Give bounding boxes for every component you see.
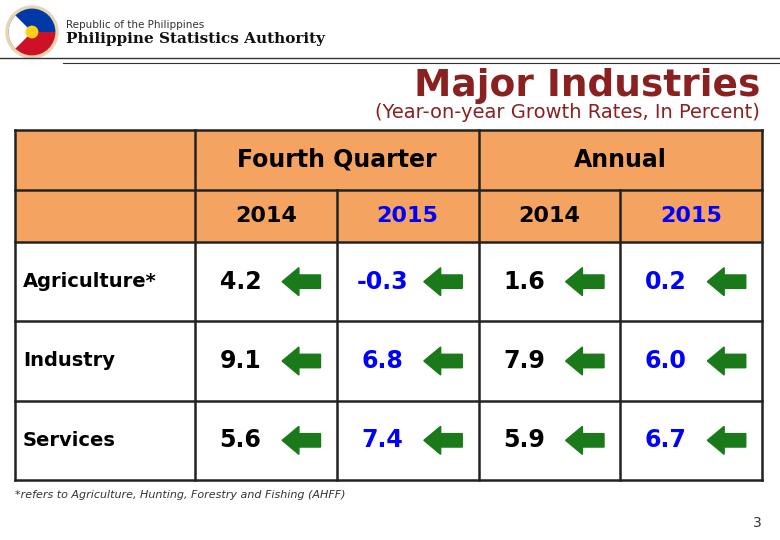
- Text: (Year-on-year Growth Rates, In Percent): (Year-on-year Growth Rates, In Percent): [375, 103, 760, 122]
- Bar: [15, 401, 762, 480]
- Text: *refers to Agriculture, Hunting, Forestry and Fishing (AHFF): *refers to Agriculture, Hunting, Forestr…: [15, 490, 346, 500]
- Wedge shape: [9, 16, 32, 49]
- Text: Philippine Statistics Authority: Philippine Statistics Authority: [66, 32, 325, 46]
- Text: 7.9: 7.9: [503, 349, 544, 373]
- Polygon shape: [566, 347, 604, 375]
- Text: 2014: 2014: [519, 206, 580, 226]
- Bar: [15, 321, 762, 401]
- Text: 2014: 2014: [235, 206, 297, 226]
- Bar: [15, 190, 762, 242]
- Circle shape: [27, 26, 37, 38]
- Text: Fourth Quarter: Fourth Quarter: [237, 148, 437, 172]
- Text: -0.3: -0.3: [356, 269, 408, 294]
- Polygon shape: [707, 427, 746, 454]
- Text: Services: Services: [23, 431, 116, 450]
- Bar: [15, 130, 762, 190]
- Polygon shape: [424, 347, 463, 375]
- Wedge shape: [9, 32, 55, 56]
- Text: 5.9: 5.9: [503, 428, 544, 453]
- Wedge shape: [9, 9, 55, 32]
- Text: 6.0: 6.0: [645, 349, 686, 373]
- Polygon shape: [707, 268, 746, 296]
- Text: 3: 3: [753, 516, 762, 530]
- Polygon shape: [282, 268, 321, 296]
- Text: Major Industries: Major Industries: [413, 68, 760, 104]
- Polygon shape: [707, 347, 746, 375]
- Text: 7.4: 7.4: [361, 428, 403, 453]
- Circle shape: [6, 6, 58, 58]
- Polygon shape: [566, 427, 604, 454]
- Text: 6.7: 6.7: [645, 428, 686, 453]
- Text: 1.6: 1.6: [503, 269, 544, 294]
- Text: Industry: Industry: [23, 352, 115, 370]
- Polygon shape: [282, 347, 321, 375]
- Polygon shape: [424, 427, 463, 454]
- Polygon shape: [424, 268, 463, 296]
- Bar: [15, 242, 762, 321]
- Text: Republic of the Philippines: Republic of the Philippines: [66, 20, 204, 30]
- Polygon shape: [282, 427, 321, 454]
- Text: 5.6: 5.6: [219, 428, 261, 453]
- Text: Agriculture*: Agriculture*: [23, 272, 157, 291]
- Text: 0.2: 0.2: [645, 269, 686, 294]
- Text: 6.8: 6.8: [361, 349, 403, 373]
- Text: 9.1: 9.1: [219, 349, 261, 373]
- Text: 2015: 2015: [660, 206, 722, 226]
- Text: 4.2: 4.2: [219, 269, 261, 294]
- Polygon shape: [566, 268, 604, 296]
- Text: 2015: 2015: [377, 206, 438, 226]
- Text: Annual: Annual: [574, 148, 667, 172]
